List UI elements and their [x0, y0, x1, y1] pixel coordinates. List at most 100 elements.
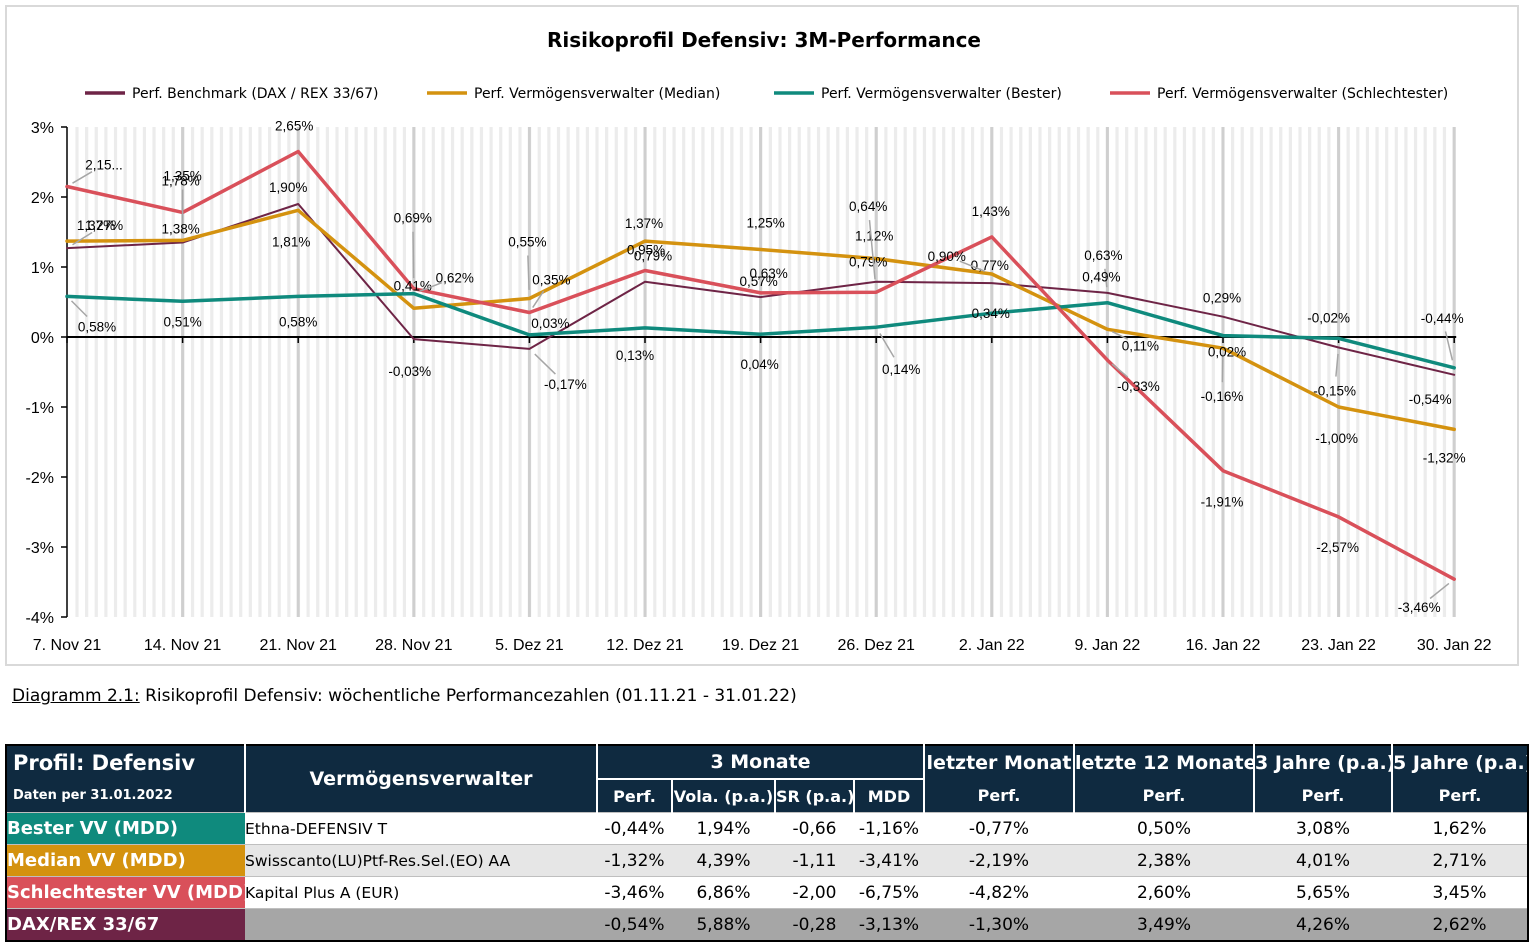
label-leader	[534, 353, 556, 375]
cell-j3: 3,08%	[1254, 812, 1392, 845]
label-leader	[527, 255, 530, 290]
label-leader	[412, 231, 415, 279]
vv-name: Swisscanto(LU)Ptf-Res.Sel.(EO) AA	[245, 844, 597, 877]
data-label: 0,51%	[163, 314, 201, 329]
fuenf-jahre-header: 5 Jahre (p.a.)	[1391, 745, 1528, 779]
label-leader	[959, 260, 986, 272]
cell-l12: 3,49%	[1074, 908, 1254, 941]
data-label: 2,15...	[85, 158, 123, 173]
table-header-row-2: Daten per 31.01.2022 Perf. Vola. (p.a.) …	[6, 778, 1528, 813]
x-tick-label: 5. Dez 21	[495, 637, 564, 654]
data-label: -0,15%	[1313, 384, 1356, 399]
data-label: 0,04%	[740, 357, 778, 372]
cell-vola: 6,86%	[672, 876, 775, 909]
y-tick-label: -1%	[26, 400, 54, 417]
cell-lm: -4,82%	[924, 876, 1074, 909]
data-label: 0,41%	[394, 278, 432, 293]
y-tick-label: -4%	[26, 610, 54, 627]
data-label: 0,69%	[394, 211, 432, 226]
vv-name	[245, 908, 597, 941]
row-label: Schlechtester VV (MDD)	[6, 876, 245, 909]
cell-sr: -2,00	[775, 876, 854, 909]
y-tick-label: 1%	[31, 260, 54, 277]
data-label: 0,77%	[971, 258, 1009, 273]
label-leader	[72, 231, 93, 246]
cell-mdd: -6,75%	[854, 876, 924, 909]
table-row-bester: Bester VV (MDD) Ethna-DEFENSIV T -0,44% …	[6, 812, 1528, 845]
data-label: 1,35%	[163, 169, 201, 184]
data-label: -1,00%	[1315, 431, 1358, 446]
sub-sr: SR (p.a.)	[774, 778, 854, 813]
x-tick-label: 28. Nov 21	[375, 637, 452, 654]
data-label: -1,91%	[1201, 495, 1244, 510]
series-line	[65, 208, 1456, 432]
caption-label: Diagramm 2.1:	[12, 686, 140, 706]
chart-caption: Diagramm 2.1: Risikoprofil Defensiv: wöc…	[12, 686, 797, 706]
x-tick-label: 16. Jan 22	[1186, 637, 1261, 654]
sub-mdd: MDD	[853, 778, 924, 813]
profil-title: Profil: Defensiv	[6, 745, 245, 779]
data-label: 0,63%	[1084, 248, 1122, 263]
cell-lm: -1,30%	[924, 908, 1074, 941]
performance-chart: Risikoprofil Defensiv: 3M-Performance Per…	[26, 28, 1492, 654]
data-label: 0,57%	[739, 274, 777, 289]
label-leader	[532, 290, 545, 309]
cell-j5: 2,71%	[1392, 844, 1528, 877]
data-label: 1,43%	[972, 204, 1010, 219]
data-label: 1,27%	[85, 218, 123, 233]
cell-perf3m: -0,54%	[597, 908, 672, 941]
cell-vola: 4,39%	[672, 844, 775, 877]
label-leader	[1221, 355, 1224, 383]
data-label: 0,14%	[882, 362, 920, 377]
table-row-dax: DAX/REX 33/67 -0,54% 5,88% -0,28 -3,13% …	[6, 908, 1528, 941]
label-leader	[879, 333, 895, 358]
data-label: 1,12%	[855, 229, 893, 244]
table-row-median: Median VV (MDD) Swisscanto(LU)Ptf-Res.Se…	[6, 844, 1528, 877]
data-label: 1,90%	[269, 180, 307, 195]
x-tick-label: 26. Dez 21	[838, 637, 915, 654]
chart-frame: Risikoprofil Defensiv: 3M-Performance Per…	[5, 5, 1519, 666]
data-label: -2,57%	[1316, 540, 1359, 555]
data-label: 0,79%	[634, 249, 672, 264]
x-tick-label: 30. Jan 22	[1417, 637, 1492, 654]
vv-header: Vermögensverwalter	[244, 745, 597, 813]
cell-perf3m: -1,32%	[597, 844, 672, 877]
letzter-monat-header: letzter Monat	[923, 745, 1074, 779]
label-leader	[1444, 331, 1454, 361]
data-label: 1,25%	[746, 216, 784, 231]
x-tick-label: 14. Nov 21	[144, 637, 221, 654]
performance-table: Profil: Defensiv Vermögensverwalter 3 Mo…	[5, 744, 1529, 942]
row-label: Bester VV (MDD)	[6, 812, 245, 845]
data-label: -1,32%	[1423, 450, 1466, 465]
data-label: 1,38%	[161, 221, 199, 236]
cell-j5: 1,62%	[1392, 812, 1528, 845]
vv-name: Kapital Plus A (EUR)	[245, 876, 597, 909]
label-leader	[868, 220, 876, 280]
cell-mdd: -1,16%	[854, 812, 924, 845]
cell-perf3m: -0,44%	[597, 812, 672, 845]
cell-l12: 2,38%	[1074, 844, 1254, 877]
data-label: -0,03%	[388, 364, 431, 379]
legend-entry: Perf. Vermögensverwalter (Schlechtester)	[1157, 86, 1448, 102]
letzte-12-header: letzte 12 Monate	[1073, 745, 1254, 779]
data-label: 2,65%	[275, 119, 313, 134]
cell-mdd: -3,41%	[854, 844, 924, 877]
y-tick-label: -2%	[26, 470, 54, 487]
cell-l12: 0,50%	[1074, 812, 1254, 845]
data-label: 1,81%	[272, 234, 310, 249]
data-label: -0,16%	[1201, 389, 1244, 404]
cell-sr: -0,28	[775, 908, 854, 941]
cell-perf3m: -3,46%	[597, 876, 672, 909]
data-label: 0,58%	[279, 314, 317, 329]
data-label: -0,44%	[1421, 311, 1464, 326]
cell-lm: -0,77%	[924, 812, 1074, 845]
sub-perf-3j: Perf.	[1253, 779, 1392, 813]
table-header-row-1: Profil: Defensiv Vermögensverwalter 3 Mo…	[6, 745, 1528, 813]
label-leader	[72, 171, 93, 184]
row-label: DAX/REX 33/67	[6, 908, 245, 941]
cell-j5: 2,62%	[1392, 908, 1528, 941]
data-label: 0,02%	[1208, 345, 1246, 360]
data-label: 0,35%	[532, 273, 570, 288]
data-label: 0,55%	[508, 235, 546, 250]
x-tick-label: 21. Nov 21	[260, 637, 337, 654]
